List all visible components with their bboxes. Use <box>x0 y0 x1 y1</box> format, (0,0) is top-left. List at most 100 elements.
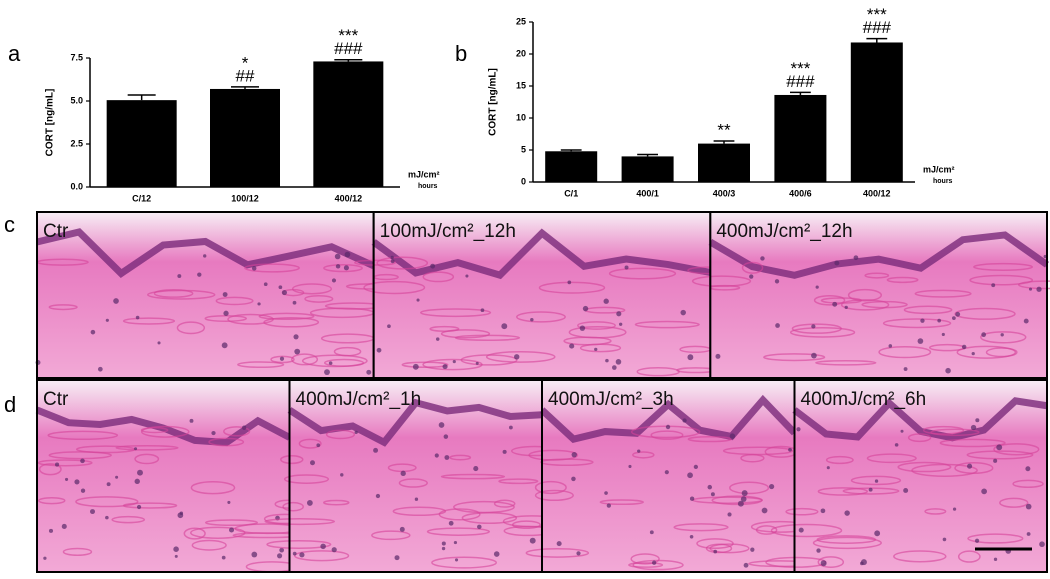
nucleus <box>228 527 235 533</box>
fiber <box>38 463 62 476</box>
fiber <box>817 556 845 569</box>
nucleus <box>105 318 109 322</box>
nucleus <box>834 260 840 266</box>
nucleus <box>134 478 140 485</box>
nucleus <box>844 305 848 310</box>
fiber <box>223 426 251 437</box>
nucleus <box>438 422 445 428</box>
fiber <box>903 305 953 315</box>
nucleus <box>174 554 178 558</box>
significance-mark: ### <box>334 39 363 58</box>
nucleus <box>1028 287 1033 291</box>
nucleus <box>981 332 987 338</box>
nucleus <box>903 367 908 371</box>
nucleus <box>324 369 330 376</box>
nucleus <box>693 464 698 469</box>
nucleus <box>996 444 1003 451</box>
fiber <box>176 321 206 335</box>
nucleus <box>707 484 713 490</box>
nucleus <box>387 324 391 329</box>
nucleus <box>310 460 315 466</box>
nucleus <box>135 315 140 320</box>
fiber <box>939 438 1006 448</box>
fiber <box>493 499 516 508</box>
nucleus <box>340 473 344 477</box>
nucleus <box>43 556 47 560</box>
fiber <box>280 455 304 465</box>
y-tick-label: 20 <box>516 48 526 58</box>
nucleus <box>257 302 261 306</box>
fiber <box>263 316 320 328</box>
nucleus <box>665 424 671 430</box>
fiber <box>323 263 363 273</box>
histology-image <box>525 379 813 573</box>
fiber <box>449 454 472 461</box>
nucleus <box>299 552 305 558</box>
nucleus <box>366 369 372 375</box>
nucleus <box>197 272 202 277</box>
fiber <box>48 451 112 460</box>
nucleus <box>874 479 879 483</box>
nucleus <box>477 524 482 530</box>
fiber <box>293 550 350 562</box>
fiber <box>999 497 1029 508</box>
nucleus <box>281 289 288 296</box>
nucleus <box>860 561 864 566</box>
nucleus <box>115 475 119 479</box>
nucleus <box>740 496 747 502</box>
nucleus <box>136 504 142 510</box>
fiber <box>763 353 826 362</box>
nucleus <box>945 367 951 374</box>
histology-image <box>35 211 399 379</box>
fiber <box>140 425 190 438</box>
nucleus <box>134 447 138 451</box>
nucleus <box>961 344 967 350</box>
nucleus <box>820 508 826 514</box>
x-tick-label: C/12 <box>132 193 151 203</box>
nucleus <box>203 254 207 258</box>
fiber <box>353 259 397 266</box>
nucleus <box>888 344 893 348</box>
fiber <box>817 487 868 496</box>
bar <box>621 156 674 182</box>
nucleus <box>501 323 508 330</box>
nucleus <box>316 443 321 448</box>
fiber <box>608 267 677 280</box>
nucleus <box>441 546 446 551</box>
nucleus <box>279 547 284 553</box>
nucleus <box>689 535 694 539</box>
nucleus <box>952 507 957 511</box>
nucleus <box>1025 503 1032 510</box>
epidermis <box>792 397 1048 442</box>
fiber <box>893 550 947 563</box>
fiber <box>628 562 664 568</box>
nucleus <box>442 364 448 370</box>
nucleus <box>430 263 436 269</box>
fiber <box>398 478 428 488</box>
nucleus <box>826 466 830 470</box>
fiber <box>371 530 411 541</box>
y-axis-label: CORT [ng/mL] <box>488 68 499 136</box>
nucleus <box>571 476 576 482</box>
fiber <box>534 480 567 495</box>
nucleus <box>576 551 581 556</box>
nucleus <box>920 318 925 323</box>
fiber <box>673 523 729 532</box>
nucleus <box>952 316 956 321</box>
nucleus <box>900 429 904 433</box>
fiber <box>563 336 612 346</box>
nucleus <box>991 283 996 288</box>
x-tick-label: C/1 <box>564 188 578 198</box>
fiber <box>440 329 491 339</box>
fiber <box>687 435 733 443</box>
nucleus <box>414 497 419 501</box>
fiber <box>270 355 295 364</box>
nucleus <box>221 342 228 349</box>
nucleus <box>971 352 975 356</box>
fiber <box>363 280 426 295</box>
nucleus <box>903 487 909 493</box>
fiber <box>864 272 890 279</box>
nucleus <box>567 280 572 285</box>
significance-mark: ### <box>786 72 815 91</box>
fiber <box>886 276 919 284</box>
